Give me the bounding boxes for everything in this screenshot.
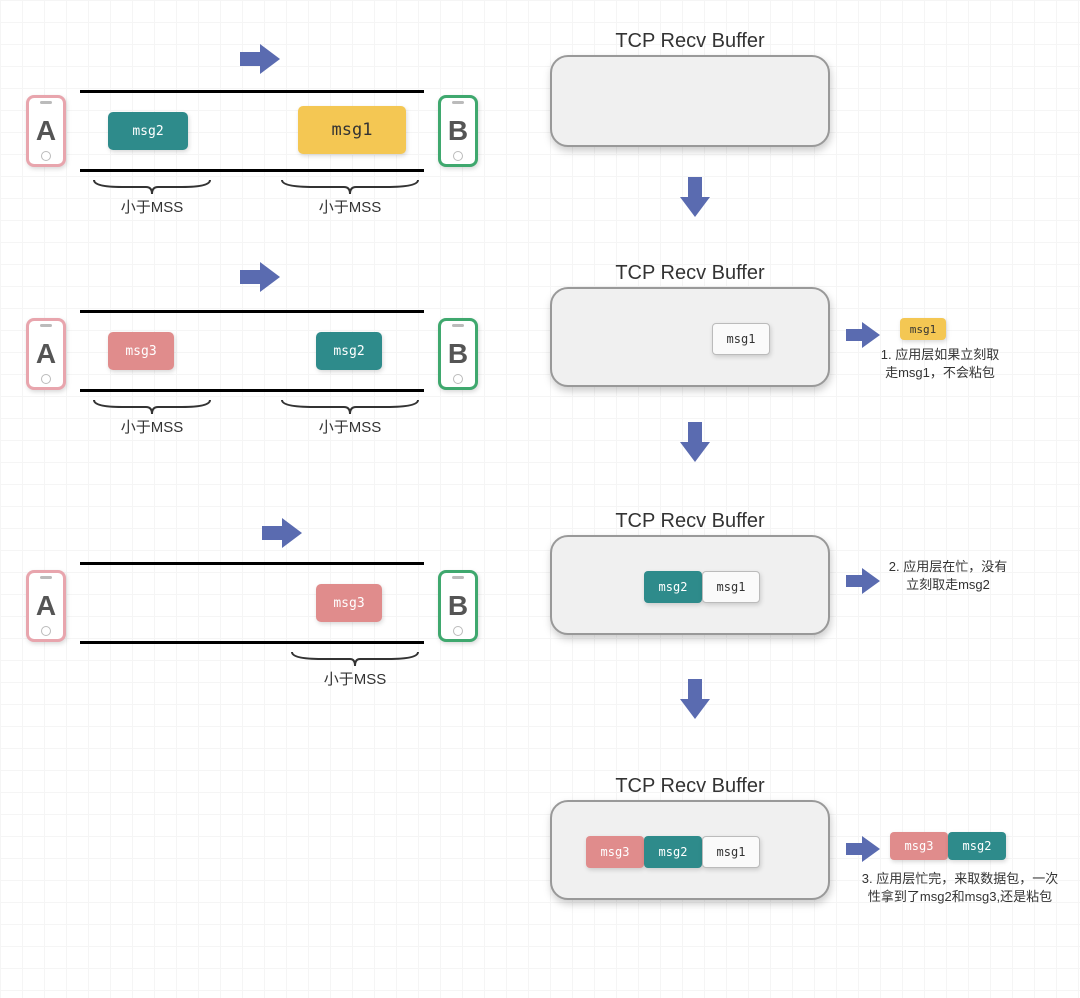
flow-arrow-icon — [260, 516, 304, 555]
buffer-title: TCP Recv Buffer — [560, 30, 820, 53]
out-msg3: msg3 — [890, 832, 948, 860]
packet-msg3: msg3 — [316, 584, 382, 622]
buf-msg1: msg1 — [702, 836, 760, 868]
out-msg2: msg2 — [948, 832, 1006, 860]
phone-a-icon: A — [26, 318, 66, 390]
right-arrow-icon — [844, 320, 882, 355]
down-arrow-icon — [678, 175, 712, 224]
note-3: 3. 应用层忙完，来取数据包，一次性拿到了msg2和msg3,还是粘包 — [860, 870, 1060, 906]
brace-label: 小于MSS — [92, 178, 212, 217]
phone-a-label: A — [36, 115, 56, 147]
phone-a-icon: A — [26, 95, 66, 167]
buffer-title: TCP Recv Buffer — [560, 510, 820, 533]
down-arrow-icon — [678, 677, 712, 726]
buffer-title: TCP Recv Buffer — [560, 775, 820, 798]
brace-label: 小于MSS — [290, 650, 420, 689]
note-1: 1. 应用层如果立刻取走msg1，不会粘包 — [880, 346, 1000, 382]
out-msg1: msg1 — [900, 318, 946, 340]
buf-msg3: msg3 — [586, 836, 644, 868]
recv-buffer — [550, 55, 830, 147]
buf-msg1: msg1 — [712, 323, 770, 355]
recv-buffer: msg1 — [550, 287, 830, 387]
buf-msg2: msg2 — [644, 836, 702, 868]
packet-msg3: msg3 — [108, 332, 174, 370]
packet-msg1: msg1 — [298, 106, 406, 154]
packet-msg2: msg2 — [108, 112, 188, 150]
buffer-title: TCP Recv Buffer — [560, 262, 820, 285]
phone-b-label: B — [448, 115, 468, 147]
flow-arrow-icon — [238, 42, 282, 81]
down-arrow-icon — [678, 420, 712, 469]
brace-label: 小于MSS — [92, 398, 212, 437]
phone-a-icon: A — [26, 570, 66, 642]
recv-buffer: msg2 msg1 — [550, 535, 830, 635]
right-arrow-icon — [844, 834, 882, 869]
phone-b-icon: B — [438, 570, 478, 642]
brace-label: 小于MSS — [280, 398, 420, 437]
right-arrow-icon — [844, 566, 882, 601]
buf-msg2: msg2 — [644, 571, 702, 603]
packet-msg2: msg2 — [316, 332, 382, 370]
note-2: 2. 应用层在忙，没有立刻取走msg2 — [888, 558, 1008, 594]
phone-b-icon: B — [438, 95, 478, 167]
flow-arrow-icon — [238, 260, 282, 299]
buf-msg1: msg1 — [702, 571, 760, 603]
brace-label: 小于MSS — [280, 178, 420, 217]
recv-buffer: msg3 msg2 msg1 — [550, 800, 830, 900]
phone-b-icon: B — [438, 318, 478, 390]
